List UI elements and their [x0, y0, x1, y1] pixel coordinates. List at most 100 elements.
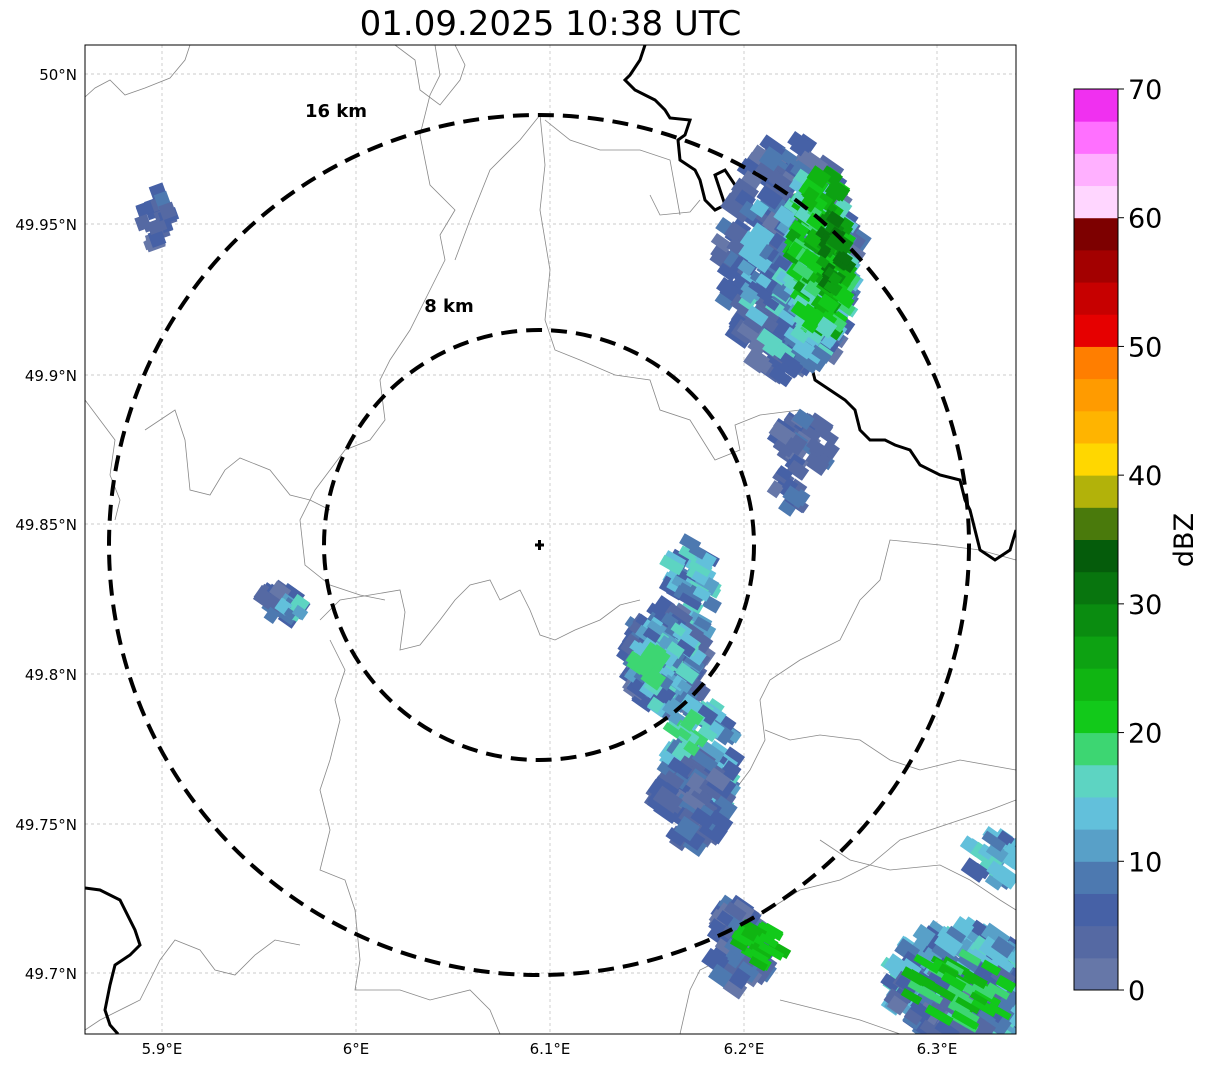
range-ring-16km	[107, 113, 971, 977]
echo-bin	[772, 173, 795, 195]
echo-bin	[729, 936, 749, 952]
x-tick-label: 6°E	[343, 1040, 370, 1058]
echo-bin	[633, 654, 657, 678]
colorbar-tick-label: 70	[1128, 75, 1162, 106]
echo-bin	[814, 316, 838, 339]
echo-bin	[793, 488, 811, 507]
echo-bin	[698, 724, 718, 743]
colorbar-segment	[1074, 893, 1118, 927]
echo-bin	[758, 146, 785, 172]
echo-bin	[756, 328, 783, 353]
echo-bin	[678, 807, 703, 830]
colorbar-segment	[1074, 475, 1118, 508]
colorbar-segment	[1074, 282, 1118, 315]
echo-bin	[996, 830, 1016, 848]
y-tick-label: 49.85°N	[15, 516, 77, 534]
echo-bin	[771, 284, 792, 303]
colorbar-segment	[1074, 410, 1118, 444]
echo-bin	[775, 465, 793, 482]
echo-bin	[788, 219, 810, 240]
echo-bin	[676, 727, 692, 742]
echo-bin	[967, 1031, 994, 1034]
echo-bin	[802, 186, 820, 204]
echo-bin	[913, 953, 941, 974]
echo-bin	[692, 585, 712, 602]
range-ring-8km	[322, 328, 756, 762]
echo-bin	[934, 1019, 960, 1034]
y-tick-label: 49.95°N	[15, 216, 77, 234]
echo-bin	[945, 1016, 975, 1034]
echo-bin	[965, 1026, 987, 1034]
echo-bin	[642, 627, 661, 644]
echo-bin	[784, 437, 805, 456]
echo-bin	[252, 587, 277, 610]
colorbar-segment	[1074, 764, 1118, 798]
map-area: 8 km 16 km	[84, 44, 1055, 1035]
echo-bin	[930, 982, 956, 1002]
echo-bin	[987, 1002, 1012, 1021]
echo-bin	[677, 679, 692, 694]
echo-bin	[676, 582, 703, 603]
x-tick-label: 6.3°E	[917, 1040, 958, 1058]
echo-bin	[912, 923, 936, 946]
y-tick-label: 49.7°N	[25, 965, 77, 983]
echo-bin	[158, 201, 177, 221]
echo-bin	[1013, 990, 1016, 1019]
echo-bin	[1024, 1002, 1046, 1024]
echo-bin	[652, 785, 683, 814]
colorbar-segment	[1074, 249, 1118, 283]
echo-bin	[1014, 971, 1016, 1001]
echo-bin	[984, 874, 1003, 891]
echo-bin	[1023, 963, 1048, 988]
echo-bin	[766, 480, 785, 499]
echo-bin	[740, 918, 767, 939]
admin-boundaries	[85, 45, 1016, 1034]
colorbar-tick-label: 50	[1128, 332, 1162, 363]
echo-bin	[1023, 1006, 1043, 1024]
echo-bin	[147, 219, 168, 235]
echo-bin	[1025, 987, 1051, 1012]
echo-bin	[710, 242, 731, 264]
echo-bin	[995, 974, 1016, 993]
colorbar-segment	[1074, 507, 1118, 540]
echo-bin	[670, 622, 686, 637]
echo-bin	[924, 1018, 945, 1034]
geography-layer	[85, 45, 1016, 1034]
echo-bin	[880, 973, 902, 993]
colorbar-segment	[1074, 861, 1118, 894]
echo-bin	[778, 500, 796, 517]
echo-bin	[685, 708, 704, 726]
echo-bin	[828, 271, 843, 286]
echo-bin	[667, 756, 693, 779]
echo-bin	[708, 918, 727, 936]
echo-bin	[678, 693, 704, 718]
echo-bin	[664, 602, 694, 629]
echo-bin	[748, 956, 768, 972]
echo-bin	[823, 281, 841, 297]
echo-bin	[955, 996, 980, 1015]
echo-bin	[1013, 968, 1016, 994]
echo-bin	[779, 352, 801, 371]
colorbar-tick-label: 10	[1128, 847, 1162, 878]
echo-bin	[837, 251, 853, 267]
echo-bin	[705, 767, 731, 792]
echo-bin	[708, 963, 733, 988]
echo-bin	[647, 696, 665, 714]
echo-bin	[1027, 958, 1055, 984]
echo-bin	[681, 791, 706, 813]
colorbar-segment	[1074, 636, 1118, 669]
echo-bin	[1020, 1003, 1040, 1023]
echo-bin	[963, 970, 988, 990]
echo-bin	[778, 309, 798, 326]
echo-bin	[758, 932, 779, 949]
echo-bin	[757, 921, 784, 942]
echo-bin	[943, 925, 967, 948]
colorbar-segment	[1074, 668, 1118, 701]
echo-bin	[678, 592, 702, 611]
echo-bin	[817, 293, 840, 314]
echo-bin	[1027, 982, 1053, 1005]
echo-bin	[1019, 959, 1042, 983]
colorbar-title: dBZ	[1169, 513, 1200, 567]
echo-bin	[801, 317, 819, 334]
echo-bin	[972, 862, 991, 880]
